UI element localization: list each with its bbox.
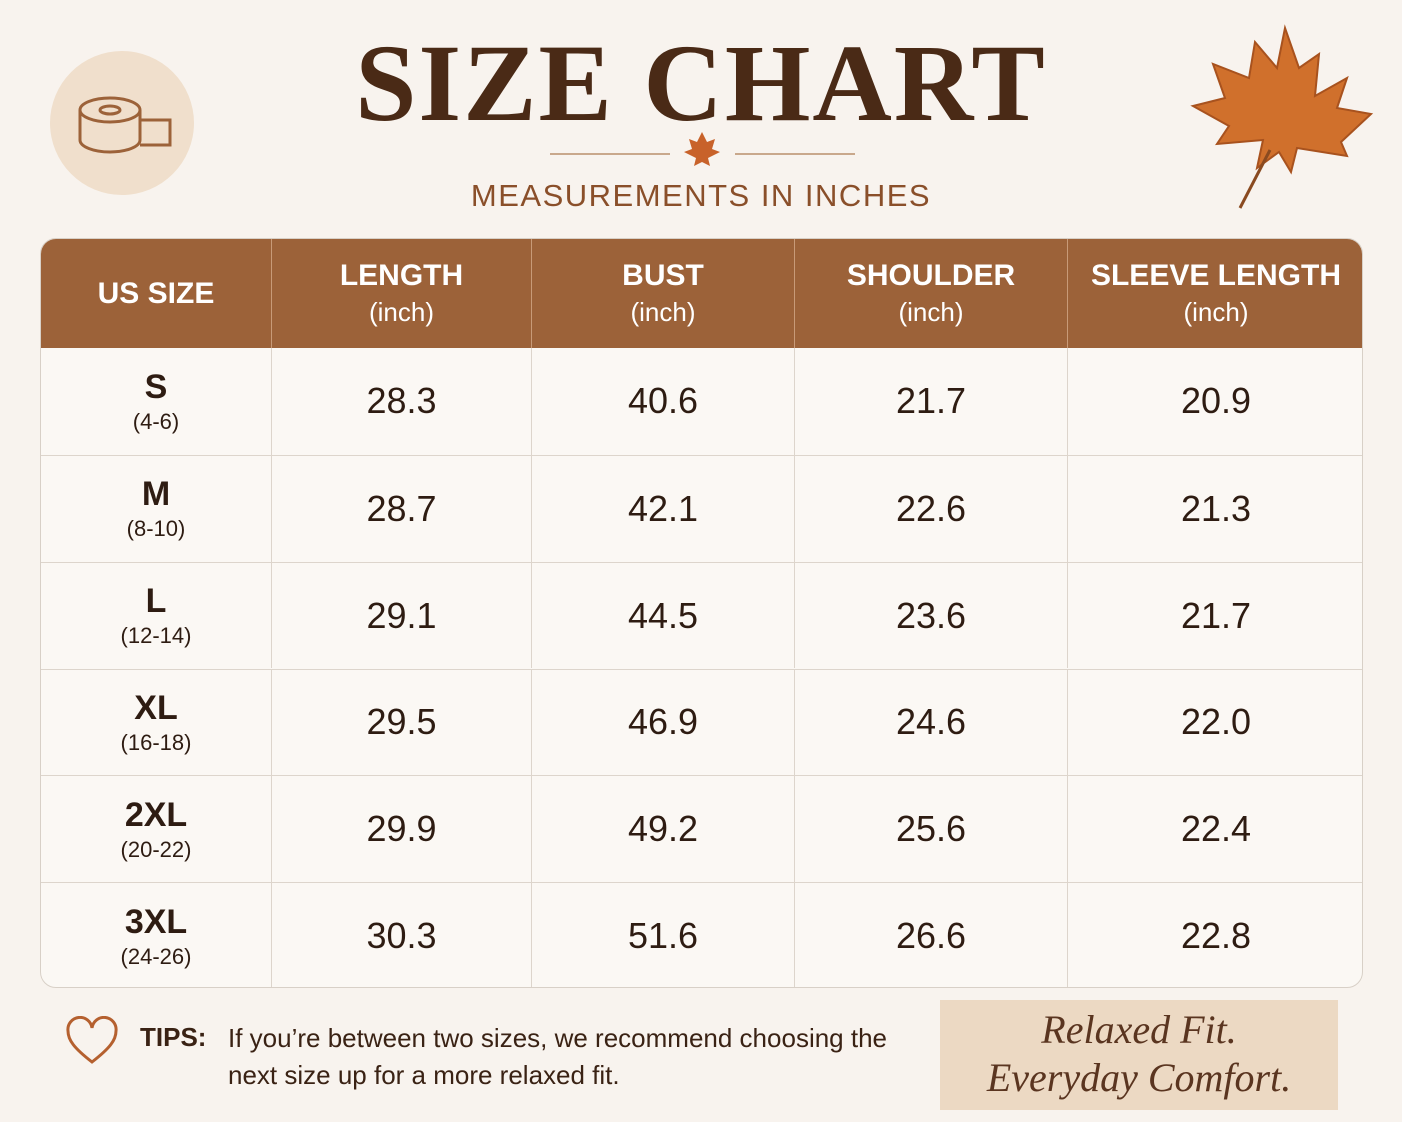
header-label: SHOULDER: [846, 259, 1016, 292]
size-label: M: [141, 475, 171, 514]
size-label: 2XL: [124, 795, 188, 834]
value-cell: 22.4: [1067, 775, 1362, 883]
value-cell: 49.2: [531, 775, 794, 883]
icon-bg: [50, 51, 194, 195]
value-cell: 42.1: [531, 454, 794, 562]
value-cell: 20.9: [1067, 348, 1362, 455]
tagline-line: Relaxed Fit.: [1041, 1007, 1237, 1052]
heart-icon: [66, 1016, 118, 1064]
header-unit: (inch): [1183, 297, 1249, 327]
title: SIZE CHART: [355, 22, 1047, 144]
size-range: (12-14): [120, 623, 192, 649]
size-cell: 2XL (20-22): [41, 775, 271, 882]
size-range: (24-26): [120, 943, 192, 969]
value-cell: 23.6: [794, 561, 1067, 669]
value-cell: 30.3: [271, 882, 531, 987]
size-label: L: [145, 582, 167, 621]
tagline-line: Everyday Comfort.: [986, 1055, 1292, 1100]
size-range: (16-18): [120, 729, 192, 755]
value-cell: 21.3: [1067, 454, 1362, 562]
value-cell: 21.7: [794, 348, 1067, 455]
header-cell: SHOULDER (inch): [794, 239, 1067, 348]
value-cell: 22.8: [1067, 882, 1362, 987]
value-cell: 22.6: [794, 454, 1067, 562]
decor: [50, 24, 1374, 209]
header-label: US SIZE: [97, 276, 215, 310]
value-cell: 24.6: [794, 668, 1067, 776]
header-label: SLEEVE LENGTH: [1090, 259, 1342, 292]
size-cell: L (12-14): [41, 561, 271, 669]
size-range: (4-6): [132, 408, 180, 434]
maple-leaf: [1190, 24, 1374, 209]
size-label: S: [144, 367, 168, 406]
header-cell: US SIZE: [41, 239, 271, 348]
size-cell: XL (16-18): [41, 668, 271, 776]
value-cell: 25.6: [794, 775, 1067, 883]
header-cell: SLEEVE LENGTH (inch): [1067, 239, 1362, 348]
header-cell: LENGTH (inch): [271, 239, 531, 348]
value-cell: 28.3: [271, 348, 531, 455]
size-table: US SIZE LENGTH (inch) BUST (inch) SHOULDER (in…: [40, 238, 1363, 988]
size-cell: M (8-10): [41, 454, 271, 562]
size-cell: 3XL (24-26): [41, 882, 271, 987]
size-range: (8-10): [126, 516, 186, 542]
value-cell: 28.7: [271, 454, 531, 562]
small-leaf: [684, 132, 720, 166]
value-cell: 51.6: [531, 882, 794, 987]
tips-text: If you’re between two sizes, we recommen…: [228, 1023, 888, 1090]
value-cell: 46.9: [531, 668, 794, 776]
value-cell: 29.9: [271, 775, 531, 883]
header-unit: (inch): [898, 297, 964, 327]
tips-label: TIPS:: [140, 1022, 207, 1052]
value-cell: 22.0: [1067, 668, 1362, 776]
subtitle: MEASUREMENTS IN INCHES: [470, 178, 932, 213]
size-label: XL: [134, 688, 178, 727]
size-label: 3XL: [124, 902, 188, 941]
tape-icon: [78, 96, 172, 154]
size-range: (20-22): [120, 836, 192, 862]
header-unit: (inch): [368, 297, 434, 327]
value-cell: 26.6: [794, 882, 1067, 987]
value-cell: 29.1: [271, 561, 531, 669]
value-cell: 44.5: [531, 561, 794, 669]
tagline: Relaxed Fit. Everyday Comfort.: [940, 1000, 1338, 1110]
header-unit: (inch): [630, 297, 696, 327]
header-label: BUST: [622, 259, 704, 292]
value-cell: 21.7: [1067, 561, 1362, 669]
header-cell: BUST (inch): [531, 239, 794, 348]
value-cell: 40.6: [531, 348, 794, 455]
value-cell: 29.5: [271, 668, 531, 776]
size-cell: S (4-6): [41, 348, 271, 455]
header-label: LENGTH: [339, 259, 464, 292]
